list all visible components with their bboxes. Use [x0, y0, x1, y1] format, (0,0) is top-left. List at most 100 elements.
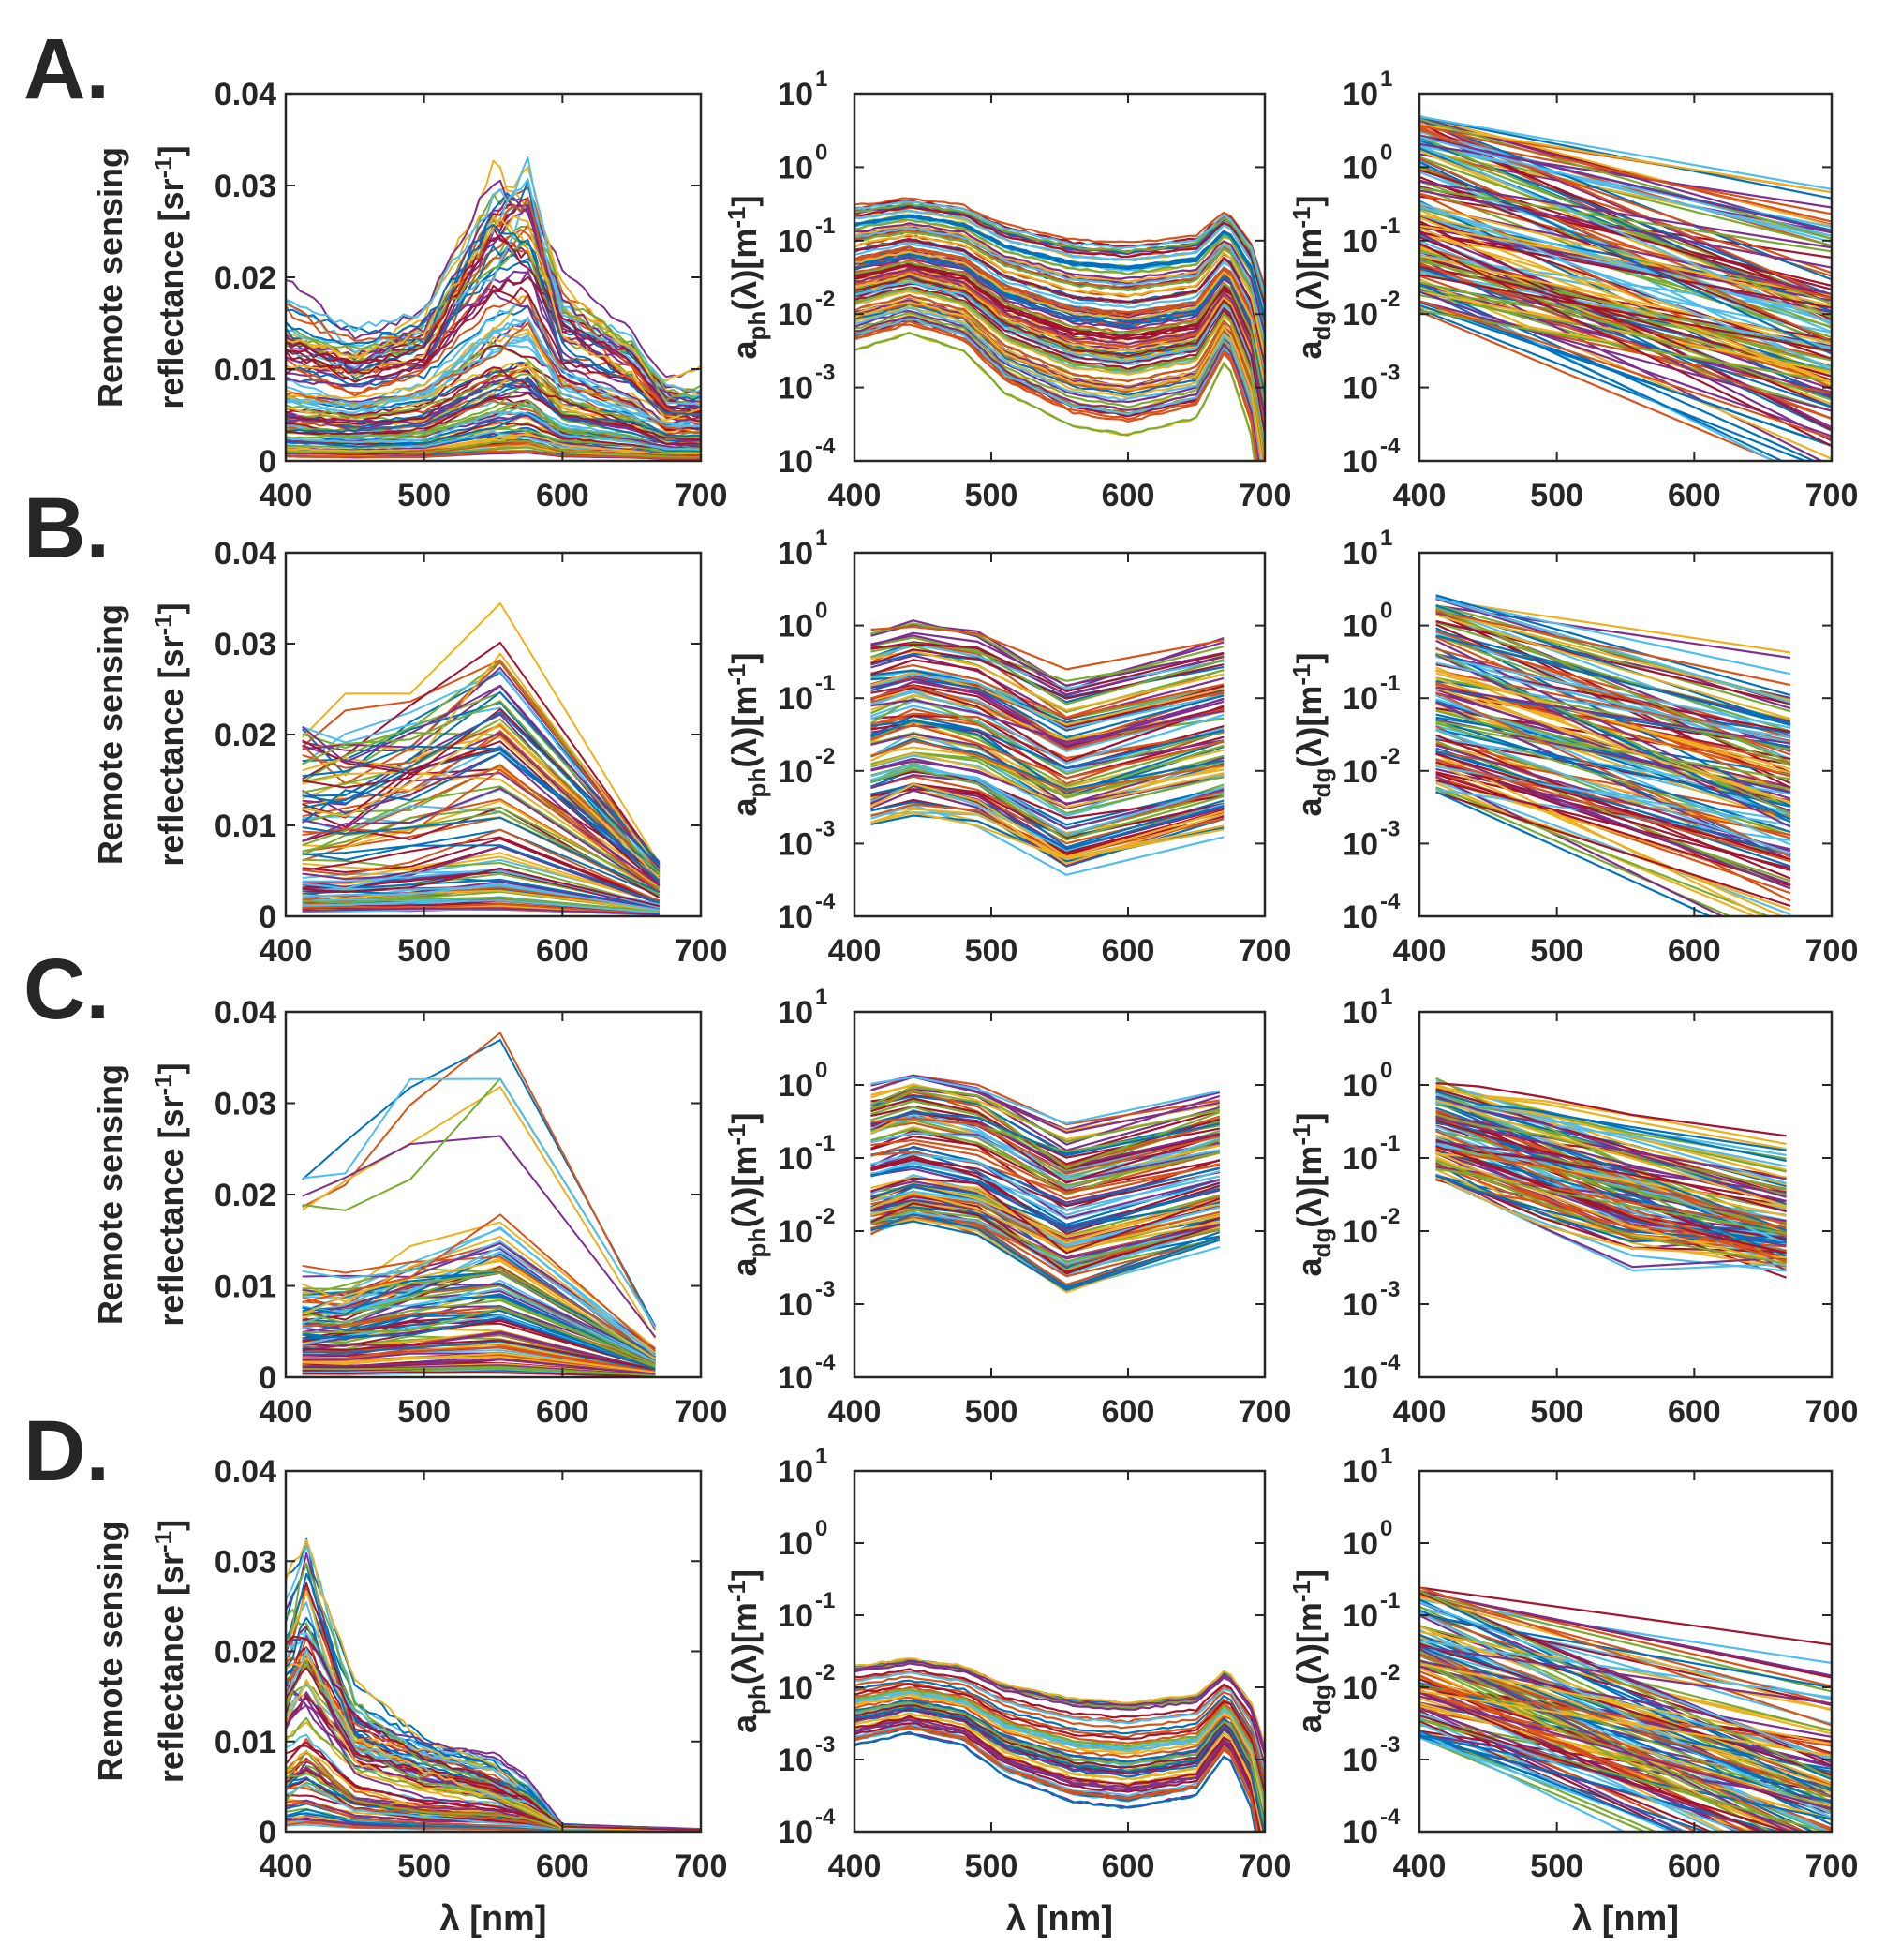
x-tick-label: 700 [1805, 1849, 1859, 1884]
y-tick-label: 0.01 [215, 809, 276, 844]
series-line [1419, 144, 1832, 325]
series-line [854, 215, 1265, 322]
series-line [870, 1085, 1221, 1143]
series-line [1435, 791, 1791, 908]
series-line [302, 1226, 656, 1357]
y-tick-exponent: -3 [1380, 1277, 1400, 1302]
series-line [869, 697, 1225, 776]
series-line [1419, 200, 1832, 369]
series-line [302, 868, 660, 908]
series-line [286, 1634, 701, 1831]
y-tick-label: 0.03 [215, 1087, 276, 1122]
series-line [1419, 257, 1824, 461]
series-line [1435, 1174, 1787, 1244]
series-line [870, 757, 1225, 805]
series-line [1435, 606, 1791, 764]
series-line [1435, 1091, 1787, 1163]
series-line [1419, 1707, 1766, 1832]
series-line [854, 281, 1265, 441]
series-line [1419, 1710, 1679, 1832]
y-tick-label: 10 [778, 77, 813, 112]
x-tick-label: 700 [675, 933, 728, 969]
series-line [1419, 1706, 1686, 1832]
y-tick-label: 10 [1343, 536, 1378, 572]
y-tick-label: 0.02 [215, 718, 276, 753]
x-tick-label: 400 [828, 933, 882, 969]
y-axis-label: aph(λ)[m-1] [722, 196, 771, 360]
series-line [1419, 242, 1832, 447]
series-line [302, 764, 661, 897]
series-line [1435, 1145, 1787, 1255]
series-line [870, 648, 1225, 700]
series-line [1419, 266, 1832, 408]
series-line [854, 224, 1265, 339]
series-line [1419, 1613, 1832, 1689]
series-line [1419, 1586, 1832, 1727]
series-line [1435, 739, 1791, 890]
series-lines [869, 1074, 1221, 1294]
series-line [854, 227, 1265, 342]
series-line [286, 378, 701, 438]
series-line [286, 392, 701, 445]
y-tick-exponent: 1 [815, 985, 827, 1010]
series-line [302, 1319, 656, 1369]
series-line [1419, 1642, 1832, 1776]
series-line [854, 254, 1265, 395]
x-tick-label: 600 [536, 478, 589, 513]
y-tick-label: 10 [1343, 1526, 1378, 1562]
y-tick-exponent: -1 [815, 671, 835, 696]
series-line [1419, 134, 1832, 233]
y-tick-exponent: -4 [1380, 1804, 1401, 1830]
series-line [1419, 1626, 1832, 1785]
x-tick-label: 700 [675, 1394, 728, 1430]
y-tick-exponent: 1 [815, 526, 827, 551]
x-tick-label: 500 [965, 1394, 1018, 1430]
x-axis-label: λ [nm] [1572, 1899, 1679, 1938]
x-tick-label: 600 [1102, 1849, 1155, 1884]
x-tick-label: 600 [1668, 478, 1721, 513]
y-tick-label: 10 [1343, 899, 1378, 935]
series-line [854, 230, 1265, 350]
series-line [1435, 1091, 1787, 1180]
series-line [1435, 610, 1791, 687]
series-line [302, 745, 661, 882]
series-line [302, 1358, 656, 1375]
series-line [286, 410, 701, 452]
series-line [302, 1213, 656, 1352]
series-line [870, 690, 1225, 765]
series-lines [302, 1032, 657, 1377]
series-line [1435, 1147, 1787, 1225]
x-tick-label: 500 [397, 1394, 451, 1430]
y-tick-label: 10 [778, 444, 813, 480]
series-line [302, 1267, 656, 1360]
series-line [870, 643, 1225, 693]
series-line [286, 286, 701, 423]
y-tick-exponent: -1 [815, 214, 835, 239]
y-tick-exponent: -3 [1380, 1732, 1400, 1758]
series-line [286, 156, 701, 393]
y-tick-label: 10 [1343, 995, 1378, 1031]
y-tick-exponent: -2 [815, 1204, 835, 1229]
series-line [854, 1718, 1261, 1832]
series-line [1419, 255, 1832, 345]
series-line [302, 785, 661, 890]
y-axis-label: adg(λ)[m-1] [1287, 1113, 1336, 1277]
series-line [302, 661, 661, 873]
y-tick-label: 10 [778, 1214, 813, 1250]
series-line [854, 256, 1265, 400]
x-tick-label: 400 [1393, 933, 1447, 969]
series-line [286, 326, 701, 429]
series-line [302, 767, 661, 875]
x-tick-label: 500 [965, 1849, 1018, 1884]
y-tick-label: 10 [778, 297, 813, 333]
row-label: A. [23, 22, 110, 117]
axes-frame [853, 1010, 1267, 1379]
series-line [1435, 661, 1791, 744]
series-line [854, 1693, 1265, 1814]
x-tick-label: 600 [1102, 1394, 1155, 1430]
y-tick-exponent: 0 [1380, 1516, 1392, 1541]
series-line [1419, 156, 1832, 343]
